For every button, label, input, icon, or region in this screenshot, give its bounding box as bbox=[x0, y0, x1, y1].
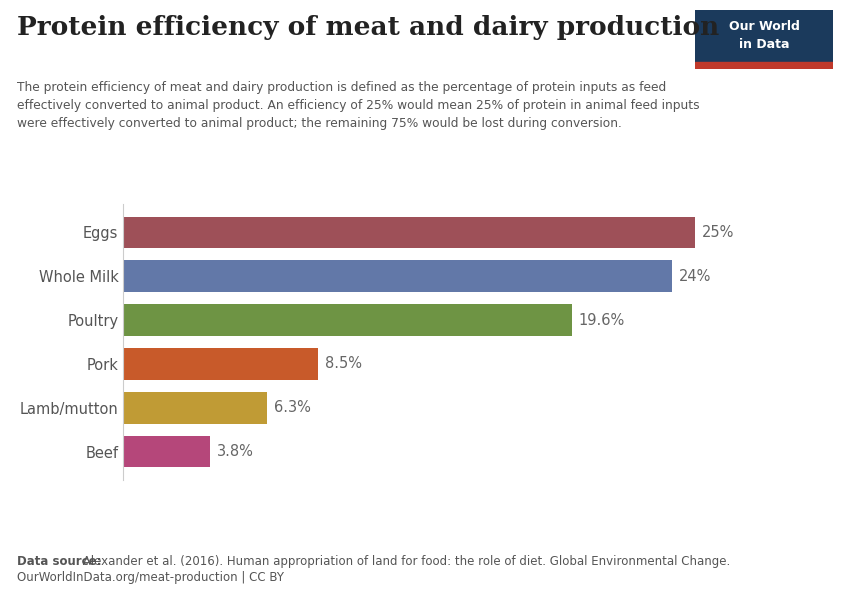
Bar bbox=[695, 62, 833, 69]
Text: 6.3%: 6.3% bbox=[275, 400, 311, 415]
Bar bbox=[123, 348, 318, 380]
Text: 19.6%: 19.6% bbox=[578, 313, 625, 328]
Text: 8.5%: 8.5% bbox=[325, 356, 361, 371]
Bar bbox=[123, 436, 210, 467]
Bar bbox=[123, 304, 571, 336]
Text: OurWorldInData.org/meat-production | CC BY: OurWorldInData.org/meat-production | CC … bbox=[17, 571, 284, 584]
Text: effectively converted to animal product. An efficiency of 25% would mean 25% of : effectively converted to animal product.… bbox=[17, 99, 700, 112]
Text: 24%: 24% bbox=[679, 269, 711, 284]
Text: 25%: 25% bbox=[702, 225, 734, 240]
Text: Alexander et al. (2016). Human appropriation of land for food: the role of diet.: Alexander et al. (2016). Human appropria… bbox=[79, 555, 730, 568]
Bar bbox=[123, 217, 695, 248]
Bar bbox=[123, 260, 672, 292]
Text: were effectively converted to animal product; the remaining 75% would be lost du: were effectively converted to animal pro… bbox=[17, 117, 622, 130]
Bar bbox=[123, 392, 268, 424]
Text: 3.8%: 3.8% bbox=[217, 444, 254, 459]
Text: in Data: in Data bbox=[739, 38, 790, 51]
Text: Our World: Our World bbox=[728, 20, 800, 33]
Text: The protein efficiency of meat and dairy production is defined as the percentage: The protein efficiency of meat and dairy… bbox=[17, 81, 666, 94]
Text: Data source:: Data source: bbox=[17, 555, 101, 568]
Text: Protein efficiency of meat and dairy production: Protein efficiency of meat and dairy pro… bbox=[17, 15, 719, 40]
